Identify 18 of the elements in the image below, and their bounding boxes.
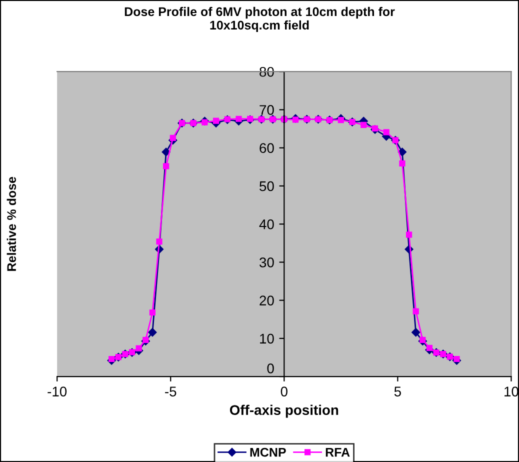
y-axis-title: Relative % dose xyxy=(6,176,16,271)
y-tick-label: 20 xyxy=(260,296,274,306)
y-tick-label: 50 xyxy=(260,181,274,192)
y-tick-label: 30 xyxy=(260,258,274,268)
y-tick-label: 60 xyxy=(260,143,274,154)
legend-label: MCNP xyxy=(250,448,286,457)
chart-title: Dose Profile of 6MV photon at 10cm depth for 10x10sq.cm field xyxy=(124,6,395,32)
y-tick-label: 70 xyxy=(260,105,274,115)
x-tick-label: 5 xyxy=(394,386,401,396)
legend-label: RFA xyxy=(326,448,350,457)
x-tick-label: 0 xyxy=(280,386,288,396)
x-axis-title: Off-axis position xyxy=(230,404,338,418)
x-tick-label: -5 xyxy=(165,386,176,396)
y-tick-label: 0 xyxy=(267,364,274,374)
y-tick-label: 10 xyxy=(260,334,274,344)
x-tick-label: -10 xyxy=(48,386,67,396)
y-tick-label: 40 xyxy=(259,219,274,230)
x-tick-label: 10 xyxy=(504,386,518,396)
